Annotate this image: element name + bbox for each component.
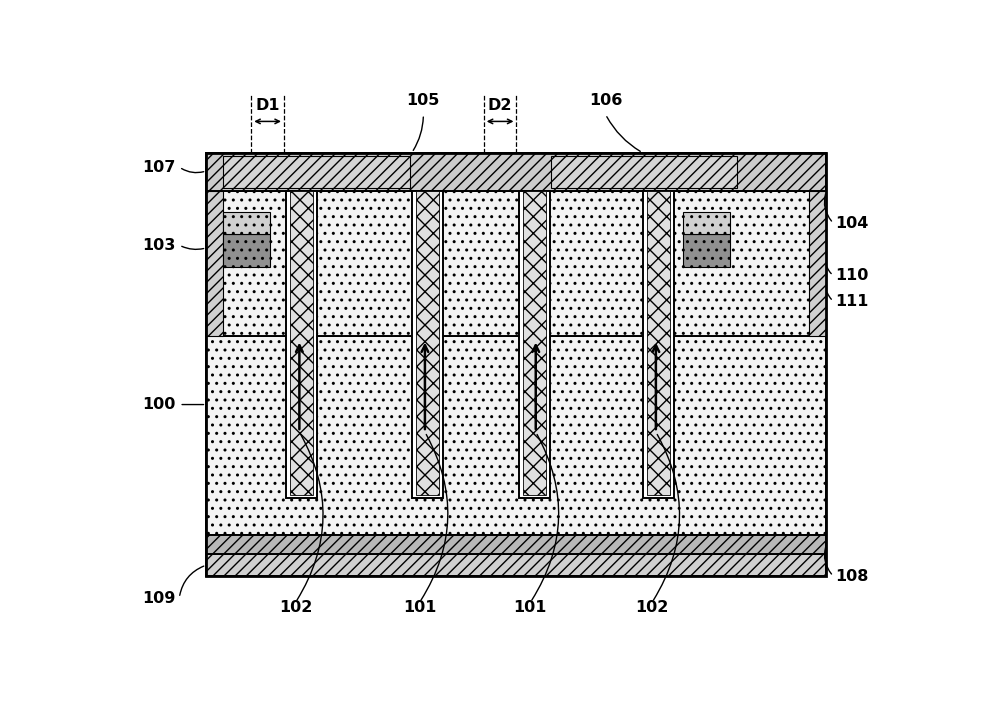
Text: 108: 108: [835, 568, 868, 583]
Bar: [223, 234, 270, 267]
Text: D1: D1: [255, 98, 280, 113]
Text: 106: 106: [589, 93, 622, 108]
Bar: [416, 191, 439, 496]
Bar: [809, 191, 826, 336]
Text: 101: 101: [403, 600, 436, 615]
Text: 107: 107: [142, 159, 175, 174]
Text: 102: 102: [635, 600, 669, 615]
Bar: [206, 153, 826, 191]
Bar: [551, 156, 737, 188]
Bar: [286, 191, 317, 498]
Text: D2: D2: [488, 98, 512, 113]
Bar: [206, 191, 826, 336]
Text: 103: 103: [142, 238, 175, 253]
Bar: [523, 191, 546, 496]
Bar: [223, 156, 410, 188]
Text: 109: 109: [142, 590, 175, 605]
Bar: [412, 191, 443, 498]
Bar: [647, 191, 670, 496]
Bar: [290, 191, 313, 496]
Bar: [223, 212, 270, 234]
Bar: [683, 234, 730, 267]
Bar: [206, 191, 223, 336]
Text: 110: 110: [835, 268, 868, 283]
Bar: [683, 212, 730, 234]
Bar: [643, 191, 674, 498]
Bar: [519, 191, 550, 498]
Text: 105: 105: [407, 93, 440, 108]
Bar: [206, 536, 826, 554]
Text: 111: 111: [835, 293, 868, 308]
Text: 100: 100: [142, 397, 175, 412]
Text: 102: 102: [279, 600, 312, 615]
Bar: [206, 554, 826, 576]
Bar: [206, 336, 826, 536]
Text: 101: 101: [514, 600, 547, 615]
Text: 104: 104: [835, 216, 868, 231]
Bar: [206, 153, 826, 576]
